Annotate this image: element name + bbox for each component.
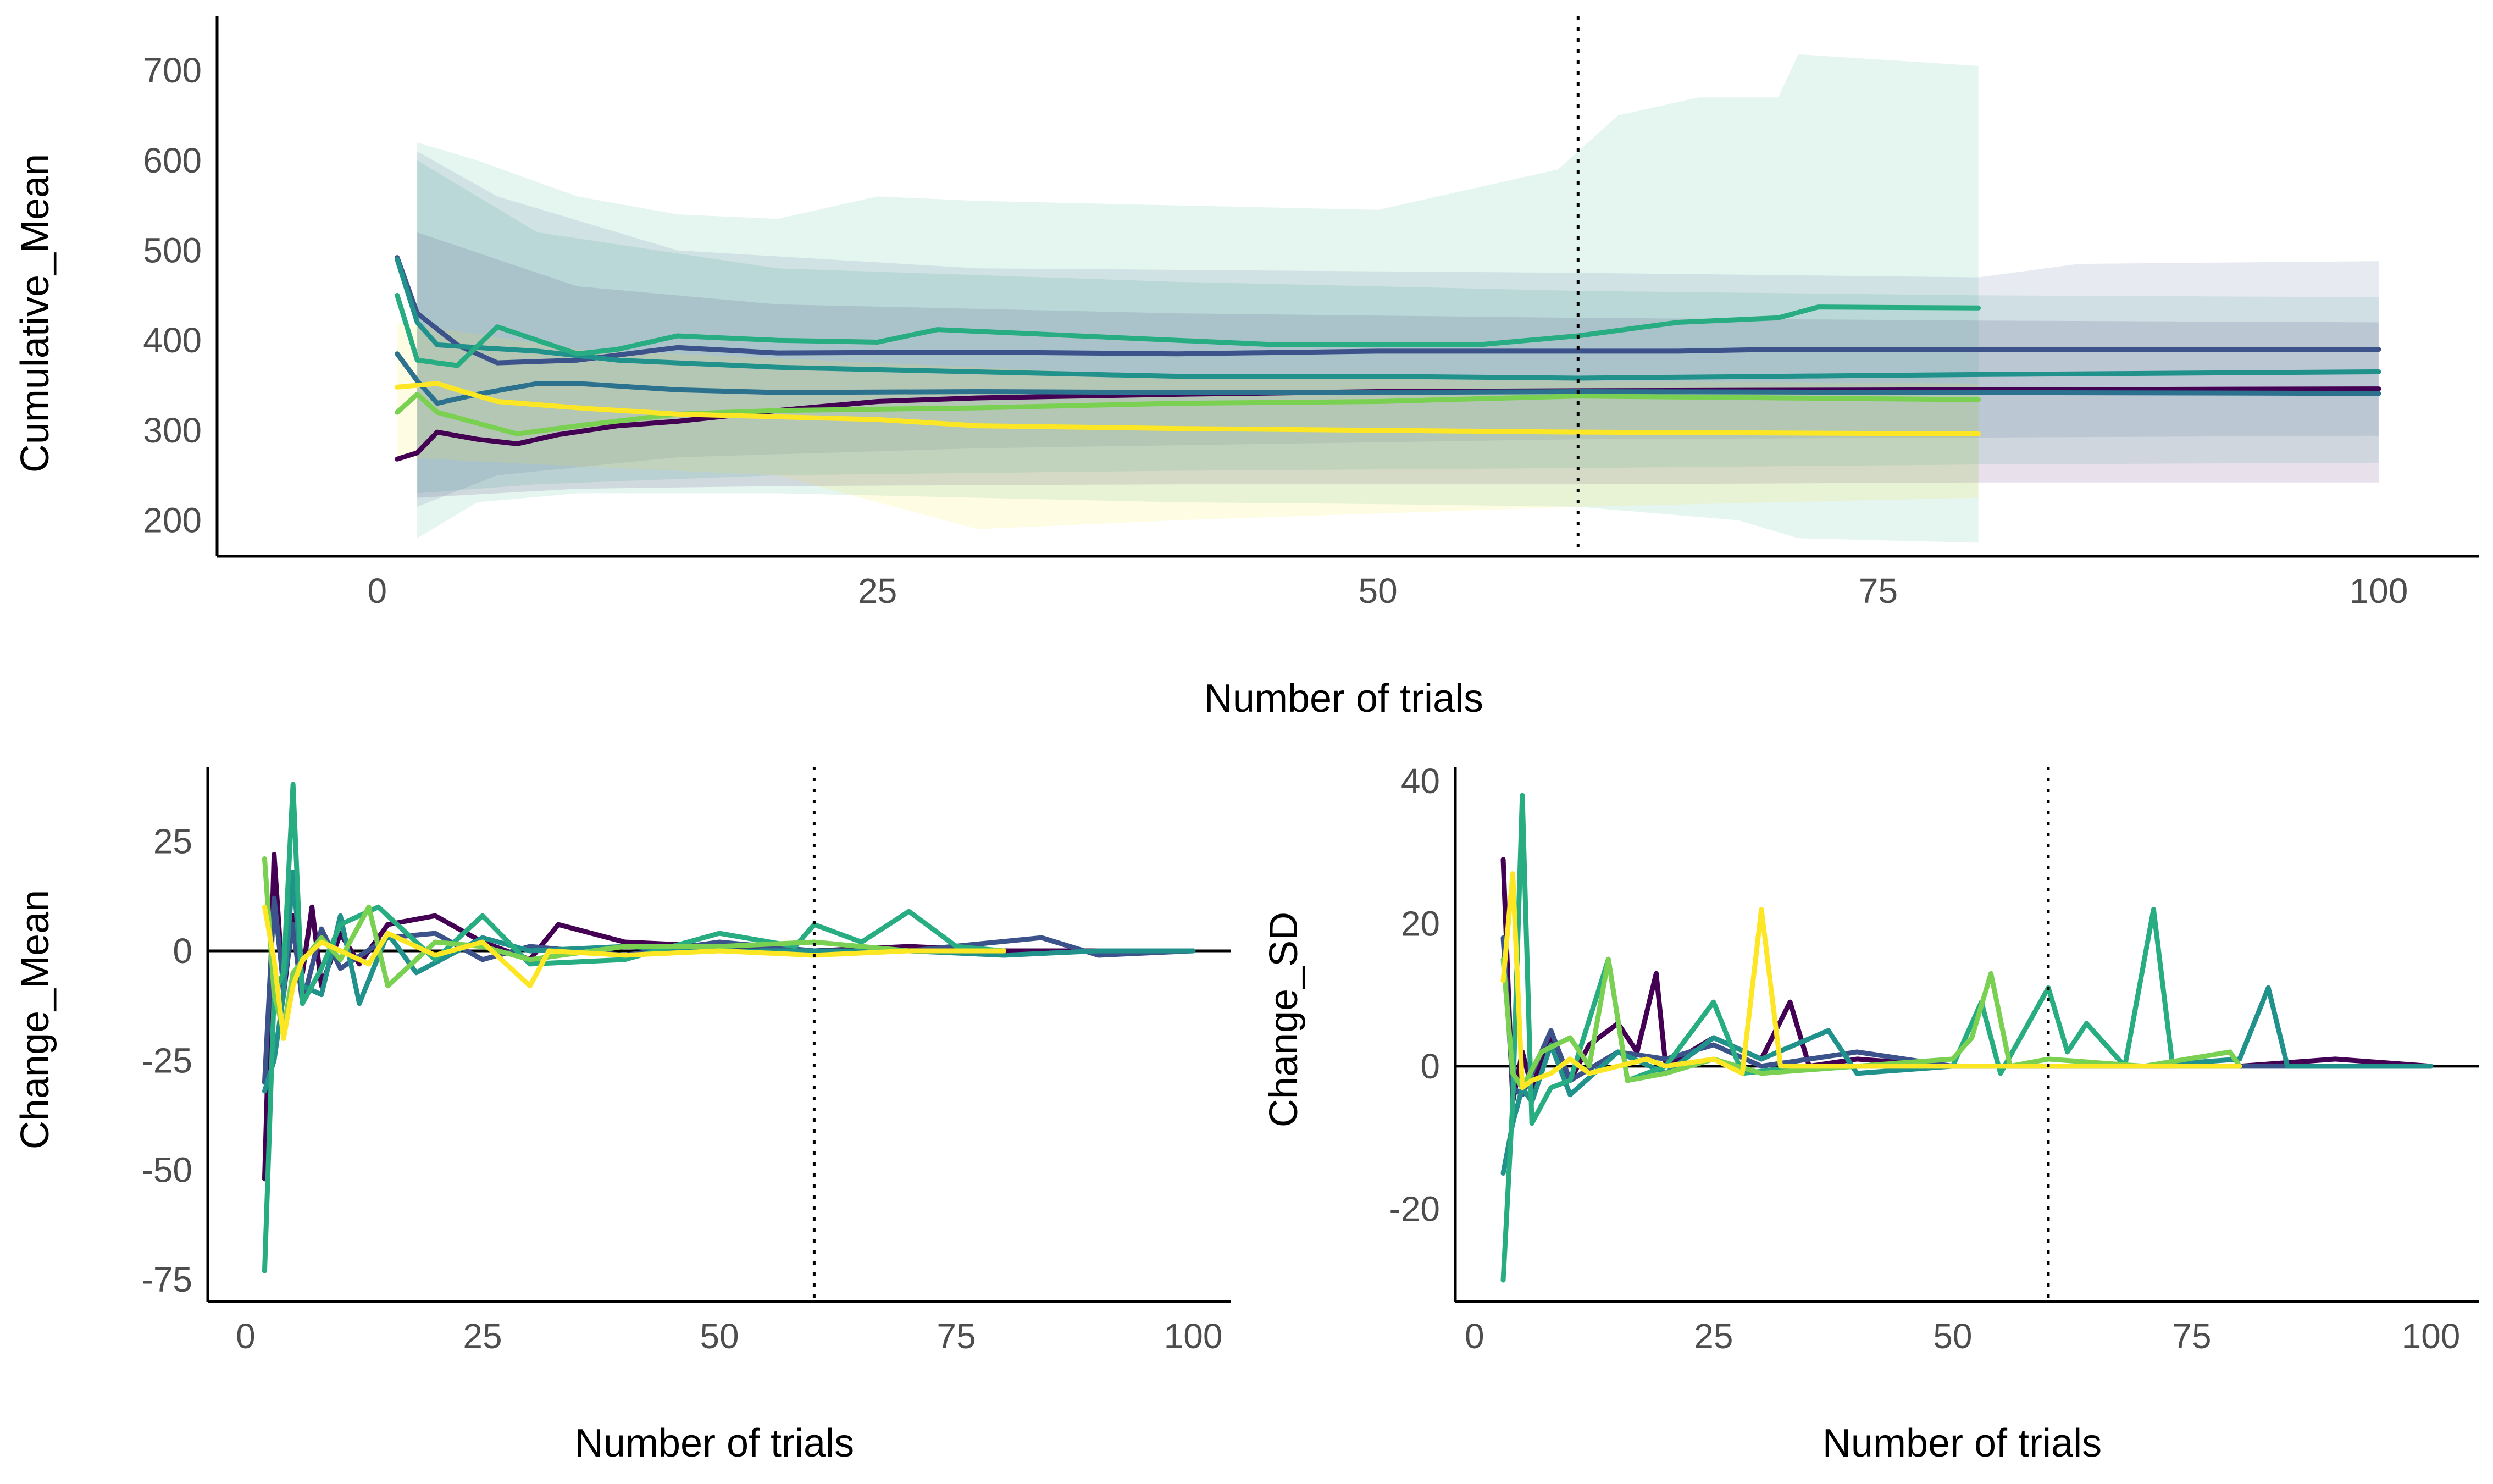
change-sd-x-label: Number of trials: [1822, 1421, 2102, 1465]
change-sd-series-line-4: [1500, 793, 2242, 1283]
change-mean-axes: [206, 767, 1231, 1303]
confidence-band-5: [397, 322, 1979, 529]
change-sd-ticks: 0 25 50 75 100 -20 0 20 40: [1389, 761, 2461, 1356]
change-mean-ticks: 0 25 50 75 100 -75 -50 -25 0 25: [142, 822, 1223, 1356]
x-tick-label: 100: [2402, 1316, 2461, 1356]
cumulative-mean-lines: [395, 16, 2381, 556]
change-mean-series-line-6: [262, 904, 1006, 1041]
y-tick-label: 0: [173, 931, 192, 971]
y-tick-label: 40: [1401, 761, 1440, 801]
change-sd-panel: 0 25 50 75 100 -20 0 20 40 Change_SD Number of t…: [1262, 761, 2479, 1465]
x-tick-label: 25: [463, 1316, 502, 1356]
y-tick-label: -20: [1389, 1189, 1441, 1228]
x-tick-label: 50: [1933, 1316, 1972, 1356]
change-mean-lines: [208, 767, 1231, 1302]
y-tick-label: 400: [143, 320, 202, 360]
change-mean-series-line-4: [262, 782, 1006, 1273]
x-tick-label: 75: [2172, 1316, 2211, 1356]
cumulative-mean-x-label: Number of trials: [1204, 677, 1483, 721]
x-tick-label: 100: [1164, 1316, 1223, 1356]
change-mean-x-label: Number of trials: [575, 1421, 854, 1465]
x-tick-label: 75: [1859, 571, 1898, 611]
change-sd-lines: [1455, 767, 2479, 1302]
confidence-band-4: [417, 54, 1979, 543]
cumulative-mean-series-line-7: [395, 381, 1981, 436]
change-sd-series-line-6: [1500, 871, 2242, 1090]
x-tick-label: 0: [1465, 1316, 1484, 1356]
x-tick-label: 25: [858, 571, 897, 611]
confidence-bands: [397, 54, 2379, 543]
change-sd-series-line-3: [1500, 985, 2434, 1176]
cumulative-mean-series-line-6: [395, 391, 1981, 436]
change-mean-y-label: Change_Mean: [13, 890, 57, 1149]
y-tick-label: 700: [143, 51, 202, 90]
y-tick-label: 500: [143, 231, 202, 270]
cumulative-mean-series-line-5: [395, 292, 1981, 368]
cumulative-mean-axes: [215, 16, 2479, 558]
y-tick-label: 600: [143, 141, 202, 180]
y-tick-label: 25: [153, 822, 192, 861]
cumulative-mean-y-label: Cumulative_Mean: [13, 154, 57, 473]
y-tick-label: -50: [142, 1150, 193, 1190]
change-sd-y-label: Change_SD: [1262, 912, 1306, 1127]
y-tick-label: 300: [143, 411, 202, 450]
cumulative-mean-panel: 0 25 50 75 100 200 300 400 500 600 700 Cumulative_…: [13, 16, 2479, 721]
change-sd-axes: [1454, 767, 2479, 1303]
change-sd-series-line-5: [1500, 956, 2242, 1090]
x-tick-label: 0: [236, 1316, 256, 1356]
change-mean-panel: 0 25 50 75 100 -75 -50 -25 0 25 Change_Mean Numbe…: [13, 767, 1231, 1465]
x-tick-label: 0: [368, 571, 387, 611]
change-mean-series-line-5: [262, 856, 1006, 1033]
change-mean-series-line-1: [262, 852, 1196, 1182]
y-tick-label: 200: [143, 501, 202, 540]
cumulative-mean-series-line-3: [395, 351, 2381, 406]
y-tick-label: 0: [1420, 1046, 1440, 1086]
y-tick-label: -25: [142, 1040, 193, 1080]
cumulative-mean-series-line-4: [395, 257, 2381, 381]
cumulative-mean-ticks: 0 25 50 75 100 200 300 400 500 600 700: [143, 51, 2408, 611]
confidence-band-2: [417, 151, 2379, 507]
change-mean-series-line-3: [262, 869, 1196, 1094]
x-tick-label: 25: [1694, 1316, 1733, 1356]
y-tick-label: 20: [1401, 904, 1440, 943]
y-tick-label: -75: [142, 1260, 193, 1299]
x-tick-label: 50: [1359, 571, 1398, 611]
x-tick-label: 75: [937, 1316, 976, 1356]
change-mean-series-line-2: [262, 895, 1196, 1085]
x-tick-label: 50: [700, 1316, 739, 1356]
change-sd-series-line-2: [1500, 935, 2434, 1098]
x-tick-label: 100: [2350, 571, 2408, 611]
